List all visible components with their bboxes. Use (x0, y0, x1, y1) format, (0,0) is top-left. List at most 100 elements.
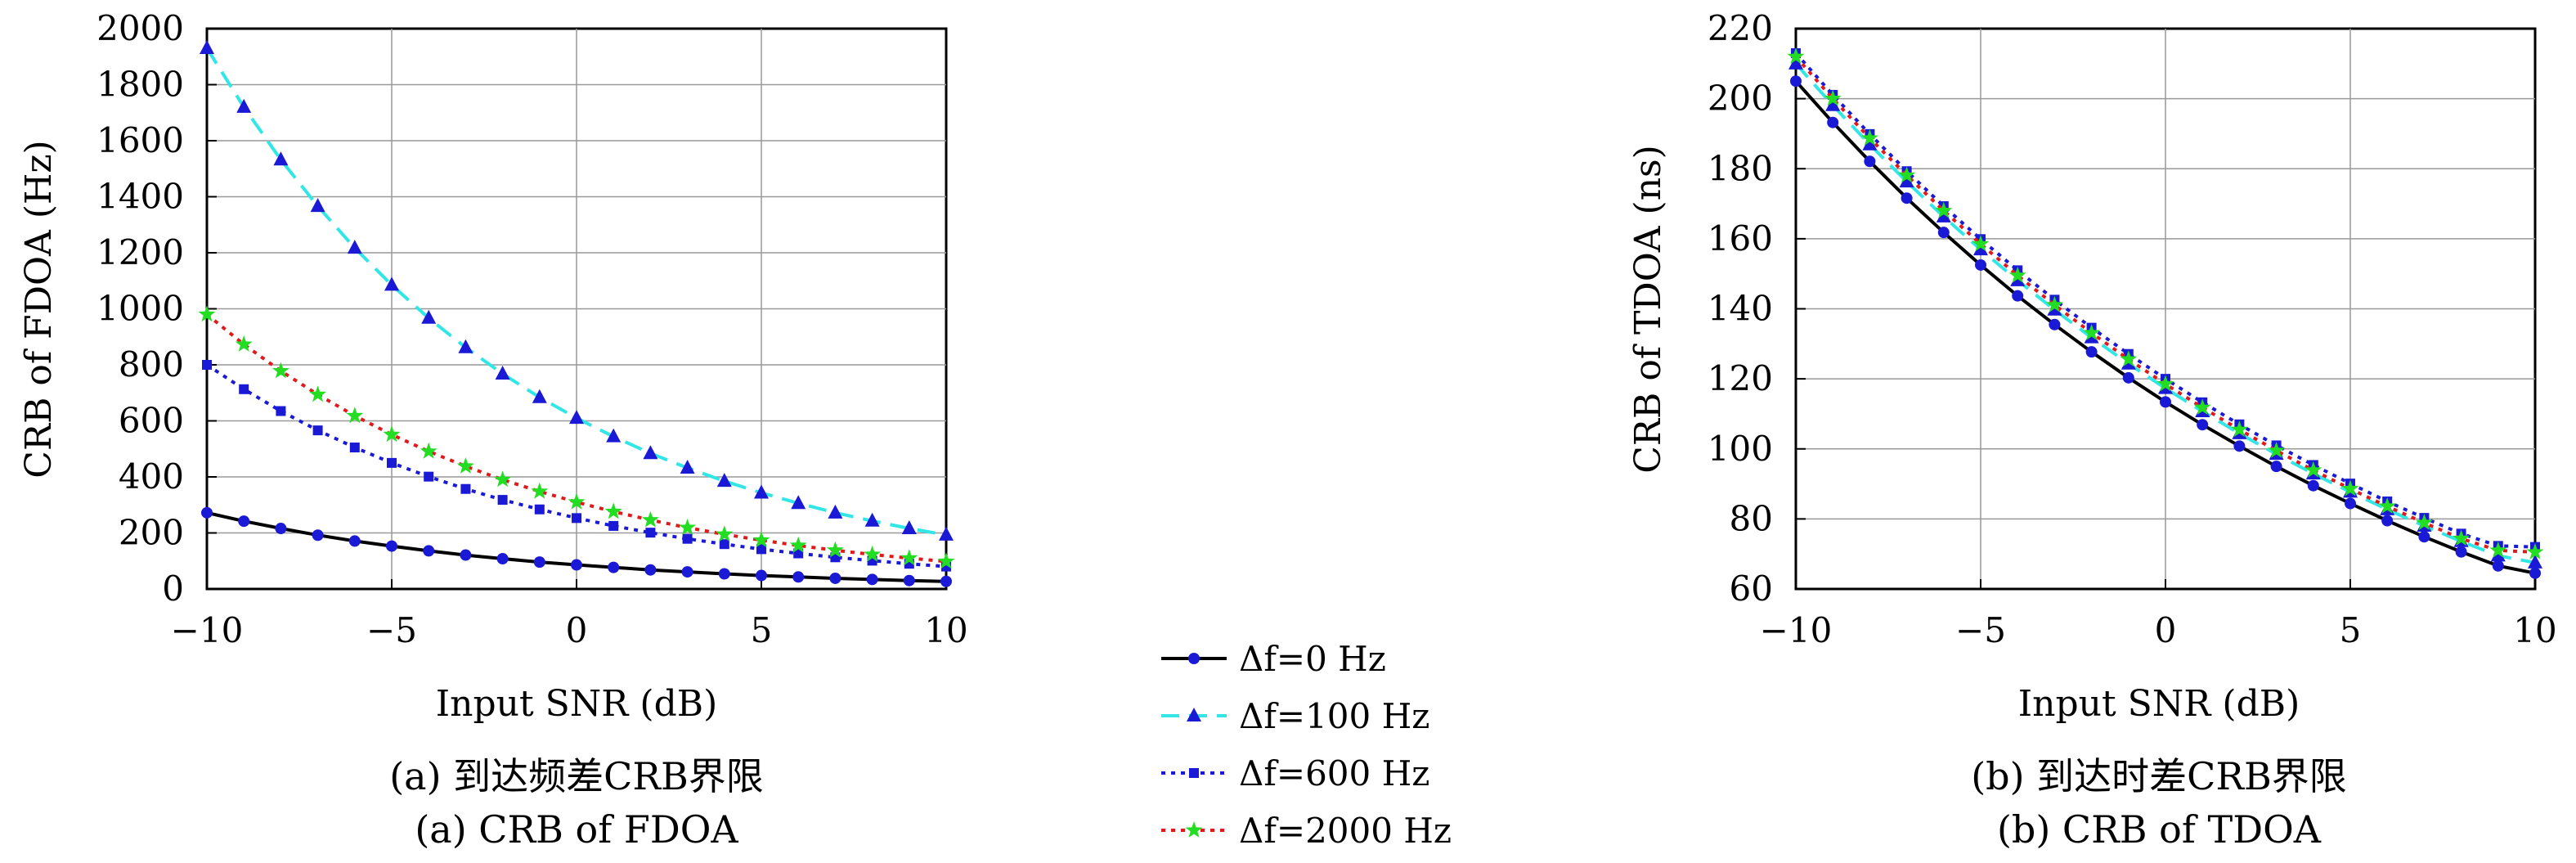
data-point (456, 457, 474, 474)
y-tick-label: 200 (1708, 79, 1773, 119)
data-point (937, 552, 955, 569)
data-point (2304, 461, 2322, 478)
data-point (2378, 497, 2396, 514)
y-tick-label: 1400 (96, 177, 184, 217)
x-tick-label: 0 (2155, 610, 2177, 650)
data-point (2160, 396, 2171, 408)
data-point (494, 470, 512, 488)
data-point (645, 528, 656, 538)
series-f-600-hz (202, 360, 951, 572)
data-point (533, 556, 545, 569)
legend-item: Δf=0 Hz (1161, 639, 1386, 679)
fdoa-chart-panel: −10 −5 0 5 10 0 200 400 600 800 1000 1200 1400 1600 1… (18, 8, 968, 852)
data-point (1901, 192, 1913, 205)
data-point (939, 526, 954, 541)
y-tick-label: 100 (1708, 429, 1773, 469)
data-point (752, 531, 770, 548)
data-point (571, 559, 582, 571)
grid (1795, 28, 2536, 590)
data-point (2270, 461, 2282, 473)
data-point (716, 525, 734, 542)
data-point (643, 445, 658, 460)
data-point (2197, 419, 2209, 431)
x-tick-label: 5 (751, 610, 773, 650)
y-tick-label: 2000 (96, 8, 184, 48)
data-point (236, 98, 252, 113)
data-point (792, 571, 805, 583)
data-point (719, 539, 729, 550)
y-tick-label: 1200 (96, 232, 184, 272)
data-point (2045, 295, 2063, 312)
legend-item: Δf=600 Hz (1161, 753, 1429, 793)
data-point (568, 492, 586, 510)
data-point (2307, 479, 2319, 492)
data-point (348, 535, 361, 547)
x-tick-label: 5 (2340, 610, 2362, 650)
data-point (789, 536, 807, 553)
data-point (608, 520, 619, 531)
data-point (201, 506, 213, 519)
data-point (235, 335, 253, 352)
data-point (2381, 515, 2394, 527)
caption-chinese: (b) 到达时差CRB界限 (1971, 754, 2347, 798)
data-point (2528, 554, 2542, 569)
data-point (2233, 440, 2246, 452)
data-point (1824, 89, 1842, 106)
data-point (1788, 55, 1803, 70)
data-point (682, 533, 693, 544)
x-tick-label: −10 (171, 610, 244, 650)
data-point (1936, 208, 1951, 222)
data-point (386, 540, 397, 552)
data-point (2526, 543, 2544, 560)
data-point (756, 544, 766, 555)
data-point (2120, 350, 2138, 366)
data-point (2268, 441, 2286, 458)
data-point (572, 513, 581, 524)
x-tick-labels: −10 −5 0 5 10 (1760, 610, 2557, 650)
data-point (1860, 129, 1878, 146)
data-point (239, 384, 249, 394)
legend-label: Δf=2000 Hz (1239, 811, 1452, 851)
x-axis-label: Input SNR (dB) (436, 683, 717, 725)
series-layer (198, 39, 955, 587)
legend-label: Δf=100 Hz (1239, 696, 1429, 736)
data-point (903, 574, 915, 587)
data-point (1862, 136, 1878, 151)
data-point (272, 362, 289, 379)
data-point (349, 443, 360, 453)
data-point (497, 495, 508, 506)
series-f-2000-hz (198, 305, 955, 569)
data-point (716, 473, 732, 488)
data-point (2049, 318, 2061, 330)
data-point (2489, 541, 2507, 558)
data-point (793, 548, 804, 559)
data-point (534, 504, 545, 515)
data-point (681, 566, 693, 578)
y-tick-label: 60 (1730, 569, 1773, 609)
data-point (2010, 272, 2026, 286)
data-point (424, 471, 434, 482)
data-point (1827, 116, 1839, 128)
series-line (1794, 55, 2536, 554)
y-tick-label: 1600 (96, 120, 184, 160)
data-point (2083, 324, 2101, 340)
data-point (312, 529, 324, 542)
legend-label: Δf=600 Hz (1239, 753, 1429, 793)
legend-marker (1185, 821, 1203, 838)
y-tick-label: 1000 (96, 289, 184, 329)
x-tick-label: −5 (1955, 610, 2006, 650)
x-tick-label: 10 (2513, 610, 2556, 650)
data-point (202, 360, 212, 370)
data-point (1864, 155, 1876, 168)
data-point (2490, 547, 2506, 562)
data-point (387, 457, 397, 468)
data-point (531, 482, 549, 499)
data-point (423, 545, 435, 557)
data-point (604, 502, 622, 519)
series-f-0-hz (201, 506, 952, 587)
data-point (2418, 531, 2430, 543)
series-f-2000-hz (1787, 47, 2544, 560)
legend-item: Δf=100 Hz (1161, 696, 1429, 736)
data-point (1973, 241, 1988, 256)
y-tick-label: 160 (1708, 218, 1773, 258)
